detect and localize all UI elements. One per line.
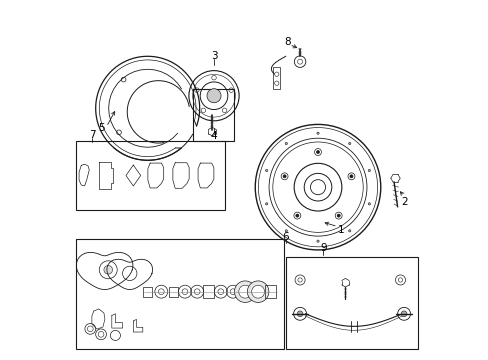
Circle shape	[367, 203, 370, 205]
Circle shape	[316, 240, 319, 242]
Circle shape	[295, 214, 298, 217]
Text: 1: 1	[337, 225, 344, 235]
Circle shape	[285, 142, 287, 145]
Circle shape	[238, 285, 251, 298]
Bar	[264, 285, 276, 298]
Circle shape	[349, 175, 352, 178]
Circle shape	[104, 265, 112, 274]
Circle shape	[234, 281, 255, 302]
Circle shape	[285, 230, 287, 232]
Circle shape	[367, 169, 370, 172]
Bar	[285, 257, 418, 348]
Bar	[192, 89, 233, 140]
Circle shape	[400, 311, 406, 317]
Text: 9: 9	[320, 243, 326, 253]
Text: 4: 4	[210, 131, 217, 141]
Circle shape	[316, 132, 319, 134]
Text: 6: 6	[282, 232, 288, 242]
Circle shape	[348, 142, 350, 145]
Circle shape	[206, 89, 221, 103]
Bar	[203, 285, 214, 298]
Text: 7: 7	[89, 130, 95, 140]
Text: 5: 5	[98, 123, 104, 133]
Circle shape	[336, 214, 340, 217]
Circle shape	[297, 311, 303, 317]
Circle shape	[265, 203, 267, 205]
Text: 8: 8	[284, 37, 290, 47]
Bar	[76, 239, 284, 348]
Bar	[143, 287, 152, 297]
Text: 3: 3	[210, 51, 217, 61]
Circle shape	[348, 230, 350, 232]
Bar	[169, 287, 178, 297]
Bar	[273, 67, 280, 89]
Bar	[76, 140, 224, 211]
Circle shape	[283, 175, 285, 178]
Circle shape	[316, 150, 319, 154]
Text: 2: 2	[400, 197, 407, 207]
Circle shape	[265, 169, 267, 172]
Circle shape	[251, 285, 264, 298]
Circle shape	[247, 281, 268, 302]
